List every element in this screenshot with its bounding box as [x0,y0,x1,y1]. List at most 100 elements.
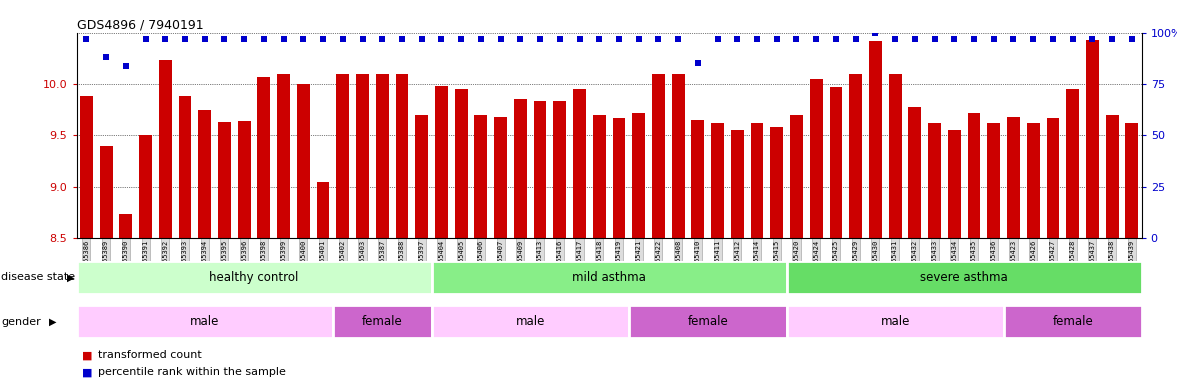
Text: transformed count: transformed count [98,350,201,360]
Bar [432,261,786,294]
Bar [632,113,645,238]
Point [137,36,155,42]
Bar [119,214,132,238]
Text: GDS4896 / 7940191: GDS4896 / 7940191 [77,18,204,31]
Text: gender: gender [1,316,41,327]
Point [826,36,845,42]
Bar [790,115,803,238]
Bar [395,74,408,238]
Bar [179,96,192,238]
Point [590,36,609,42]
Point [1024,36,1043,42]
Point [432,36,451,42]
Text: healthy control: healthy control [210,271,299,284]
Point [97,54,115,60]
Bar [198,110,211,238]
Bar [533,101,546,238]
Point [175,36,194,42]
Point [925,36,944,42]
Point [806,36,825,42]
Text: female: female [361,315,403,328]
Point [531,36,550,42]
Bar [929,123,940,238]
Bar [218,122,231,238]
Point [254,36,273,42]
Text: disease state: disease state [1,272,75,283]
Point [846,36,865,42]
Bar [139,136,152,238]
Bar [317,182,330,238]
Bar [771,127,783,238]
Text: ▶: ▶ [49,316,56,327]
Bar [159,60,172,238]
Bar [357,74,368,238]
Bar [1046,118,1059,238]
Bar [1004,305,1142,338]
Point [886,36,905,42]
Bar [988,123,1000,238]
Bar [333,305,432,338]
Text: male: male [516,315,545,328]
Point [373,36,392,42]
Point [313,36,332,42]
Bar [278,74,290,238]
Point [274,36,293,42]
Point [727,36,746,42]
Point [1004,36,1023,42]
Bar [415,115,428,238]
Point [472,36,491,42]
Bar [435,86,447,238]
Text: percentile rank within the sample: percentile rank within the sample [98,367,286,377]
Point [866,30,885,36]
Point [1123,36,1142,42]
Bar [652,74,665,238]
Point [353,36,372,42]
Point [945,36,964,42]
Bar [258,77,271,238]
Bar [691,120,704,238]
Point [117,63,135,69]
Bar [337,74,350,238]
Point [787,36,806,42]
Bar [1105,115,1118,238]
Bar [909,107,922,238]
Point [491,36,510,42]
Bar [850,74,862,238]
Bar [474,115,487,238]
Point [689,60,707,66]
Bar [947,130,960,238]
Bar [77,261,432,294]
Bar [869,41,882,238]
Bar [786,261,1142,294]
Point [905,36,924,42]
Text: female: female [1052,315,1093,328]
Point [649,36,667,42]
Text: mild asthma: mild asthma [572,271,646,284]
Point [984,36,1003,42]
Bar [494,117,507,238]
Bar [889,74,902,238]
Bar [375,74,388,238]
Bar [1125,123,1138,238]
Bar [672,74,685,238]
Point [747,36,766,42]
Point [709,36,727,42]
Point [511,36,530,42]
Point [1044,36,1063,42]
Bar [786,305,1004,338]
Bar [830,87,843,238]
Point [767,36,786,42]
Point [570,36,588,42]
Bar [711,123,724,238]
Point [215,36,234,42]
Bar [454,89,467,238]
Bar [612,118,625,238]
Bar [100,146,113,238]
Bar [238,121,251,238]
Bar [77,305,333,338]
Point [551,36,570,42]
Text: ▶: ▶ [67,272,74,283]
Bar [629,305,786,338]
Point [610,36,629,42]
Point [965,36,984,42]
